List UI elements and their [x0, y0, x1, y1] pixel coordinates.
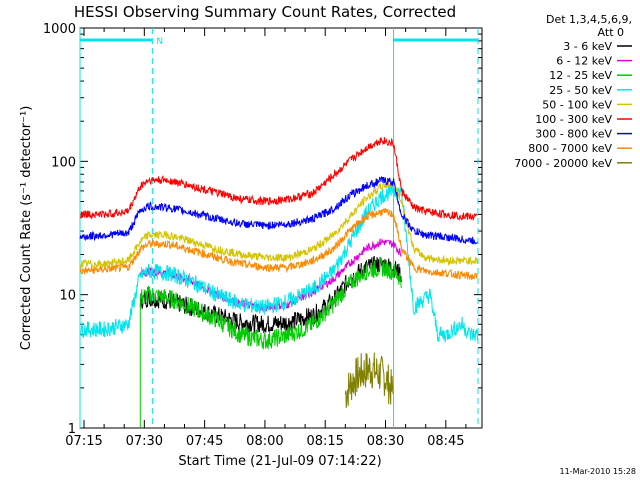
axis-ticks: 07:15 07:30 07:45 08:00 08:15 08:30 08:45 1 10 10…	[43, 22, 482, 449]
legend-header-line-2: Att 0	[598, 26, 624, 39]
attenuator-flag-label: N	[156, 37, 163, 47]
series-line-7000-20000kev	[344, 352, 394, 408]
legend-label: 7000 - 20000 keV	[514, 157, 612, 170]
y-axis-label: Corrected Count Rate (s⁻¹ detector⁻¹)	[19, 106, 34, 351]
legend-header-line-1: Det 1,3,4,5,6,9,	[546, 13, 632, 26]
series-line-100-300kev	[79, 137, 478, 221]
legend: Det 1,3,4,5,6,9, Att 0 3 - 6 keV 6 - 12 k…	[514, 13, 632, 170]
x-tick-label: 08:00	[246, 434, 283, 449]
instrument-markers: N	[79, 28, 479, 428]
x-tick-label: 07:45	[186, 434, 223, 449]
legend-label: 6 - 12 keV	[556, 55, 612, 68]
chart-title: HESSI Observing Summary Count Rates, Cor…	[74, 3, 456, 21]
x-tick-label: 07:30	[126, 434, 163, 449]
x-tick-label: 07:15	[65, 434, 102, 449]
series-line-300-800kev	[79, 175, 478, 245]
series-line-800-7000kev	[79, 207, 478, 281]
y-tick-label: 1000	[43, 22, 76, 37]
y-tick-label: 1	[68, 422, 76, 437]
legend-label: 300 - 800 keV	[535, 128, 612, 141]
legend-label: 3 - 6 keV	[563, 40, 612, 53]
series-group	[79, 137, 478, 428]
footer-date: 11-Mar-2010 15:28	[560, 467, 637, 476]
series-line-50-100kev	[79, 181, 478, 270]
series-line-12-25kev	[139, 257, 402, 428]
legend-label: 800 - 7000 keV	[528, 142, 612, 155]
x-tick-label: 08:15	[306, 434, 343, 449]
x-tick-label: 08:45	[427, 434, 464, 449]
y-tick-label: 10	[59, 289, 76, 304]
legend-label: 25 - 50 keV	[549, 84, 612, 97]
series-line-25-50kev	[79, 182, 478, 343]
legend-label: 12 - 25 keV	[549, 69, 612, 82]
x-axis-label: Start Time (21-Jul-09 07:14:22)	[178, 454, 381, 469]
y-tick-label: 100	[51, 155, 76, 170]
legend-label: 100 - 300 keV	[535, 113, 612, 126]
x-tick-label: 08:30	[367, 434, 404, 449]
plot-area: 07:15 07:30 07:45 08:00 08:15 08:30 08:45 1 10 10…	[43, 22, 483, 449]
legend-label: 50 - 100 keV	[542, 98, 612, 111]
